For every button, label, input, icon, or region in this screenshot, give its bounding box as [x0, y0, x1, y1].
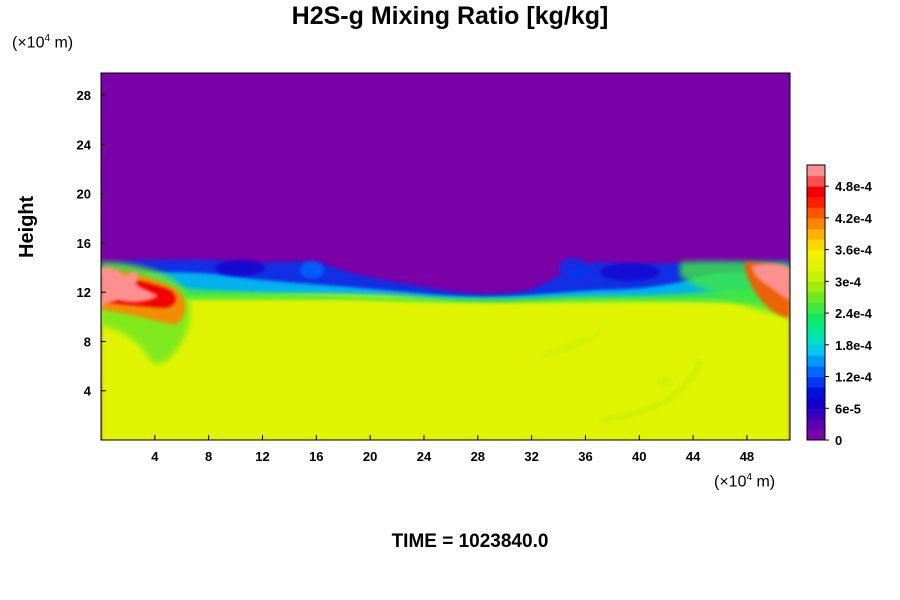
y-unit-exponent: 4	[44, 33, 51, 44]
y-tick-label: 16	[77, 236, 91, 251]
y-axis-unit: (×104 m)	[12, 33, 73, 52]
colorbar-tick-label: 4.2e-4	[835, 211, 873, 226]
x-unit-suffix: m)	[752, 473, 776, 491]
colorbar-tick-label: 0	[835, 433, 842, 448]
colorbar-swatch	[807, 344, 825, 356]
colorbar-swatch	[807, 397, 825, 409]
plume-right-pink	[752, 263, 790, 300]
colorbar-swatch	[807, 175, 825, 187]
eddy-right	[600, 263, 660, 281]
plume-left-pink	[101, 267, 158, 306]
colorbar-tick-label: 3.6e-4	[835, 243, 873, 258]
colorbar-tick-label: 4.8e-4	[835, 179, 873, 194]
colorbar: 0 6e-5 1.2e-4 1.8e-4 2.4e-4 3e-4 3.6e-4 4.2e-4 4…	[806, 164, 873, 448]
x-tick-label: 4	[151, 449, 159, 464]
eddy-center-left	[300, 261, 324, 279]
field-lower-layer	[101, 288, 790, 440]
colorbar-tick-label: 1.8e-4	[835, 338, 873, 353]
colorbar-swatch	[807, 387, 825, 399]
colorbar-swatch	[807, 323, 825, 335]
colorbar-swatch	[807, 165, 825, 177]
x-tick-label: 28	[471, 449, 485, 464]
colorbar-swatch	[807, 365, 825, 378]
y-tick-label: 4	[84, 384, 92, 399]
x-tick-label: 32	[524, 449, 538, 464]
colorbar-swatch	[807, 334, 825, 346]
colorbar-swatch	[807, 291, 825, 303]
x-tick-label: 16	[309, 449, 323, 464]
eddy-center-right	[559, 258, 587, 278]
x-tick-label: 44	[686, 449, 701, 464]
chart-title: H2S-g Mixing Ratio [kg/kg]	[291, 2, 609, 30]
colorbar-swatch	[807, 418, 825, 430]
x-tick-label: 12	[255, 449, 269, 464]
y-tick-label: 28	[77, 88, 91, 103]
x-unit-prefix: (×10	[714, 473, 747, 491]
colorbar-swatch	[807, 270, 825, 282]
colorbar-swatch	[807, 355, 825, 367]
colorbar-swatch	[807, 196, 825, 208]
x-axis-ticks: 4 8 12 16 20 24 28 32 36 40 44 48	[151, 435, 754, 464]
colorbar-swatch	[807, 207, 825, 219]
colorbar-tick-label: 1.2e-4	[835, 370, 873, 385]
colorbar-swatch	[807, 228, 825, 240]
colorbar-swatch	[807, 429, 825, 441]
y-unit-suffix: m)	[50, 34, 74, 52]
x-tick-label: 48	[740, 449, 754, 464]
colorbar-tick-label: 3e-4	[835, 274, 862, 289]
colorbar-swatch	[807, 313, 825, 325]
colorbar-tick-label: 6e-5	[835, 401, 861, 416]
lower-feature-streak	[599, 359, 703, 423]
y-axis-ticks: 4 8 12 16 20 24 28	[77, 88, 106, 399]
y-tick-label: 20	[77, 187, 91, 202]
x-tick-label: 8	[205, 449, 212, 464]
colorbar-swatch	[807, 408, 825, 420]
colorbar-tick-label: 2.4e-4	[835, 306, 873, 321]
x-tick-label: 36	[578, 449, 592, 464]
x-tick-label: 40	[632, 449, 646, 464]
y-tick-label: 24	[77, 137, 92, 152]
y-tick-label: 12	[77, 285, 91, 300]
x-tick-label: 24	[417, 449, 432, 464]
heatmap-field	[101, 73, 790, 440]
y-tick-label: 8	[84, 334, 91, 349]
colorbar-frame	[806, 164, 826, 441]
y-unit-prefix: (×10	[12, 34, 45, 52]
colorbar-swatch	[807, 217, 825, 229]
colorbar-swatch	[807, 260, 825, 272]
colorbar-swatch	[807, 302, 825, 314]
field-transition-green	[101, 284, 790, 304]
time-label: TIME = 1023840.0	[391, 531, 549, 552]
lower-feature-spot	[657, 377, 673, 387]
colorbar-swatch	[807, 281, 825, 293]
colorbar-swatch	[807, 186, 825, 198]
eddy-left	[215, 260, 265, 276]
x-unit-exponent: 4	[746, 472, 753, 483]
colorbar-swatch	[807, 239, 825, 251]
colorbar-swatch	[807, 376, 825, 388]
colorbar-swatch	[807, 249, 825, 261]
x-tick-label: 20	[363, 449, 377, 464]
plot-frame	[100, 72, 791, 441]
x-axis-unit: (×104 m)	[714, 472, 775, 491]
lower-feature-lens	[535, 330, 605, 358]
